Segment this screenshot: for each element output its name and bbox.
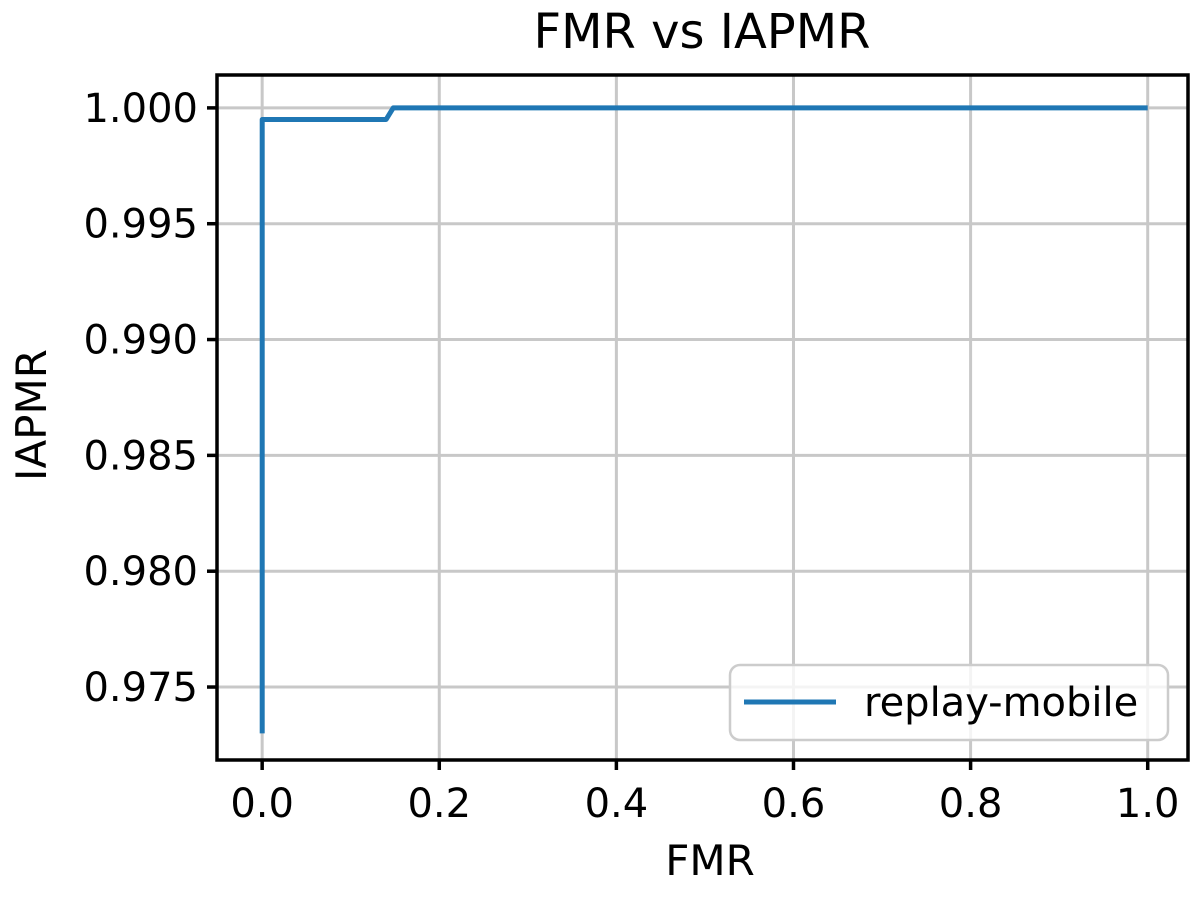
y-tick-label: 0.990 (83, 318, 198, 364)
legend-box (728, 663, 1170, 742)
y-tick-label: 0.975 (83, 665, 198, 711)
x-tick-label: 0.2 (407, 781, 471, 827)
series-line-replay-mobile (259, 105, 1148, 734)
chart-title: FMR vs IAPMR (533, 4, 870, 60)
y-axis-label: IAPMR (7, 349, 56, 481)
y-tick-label: 0.995 (83, 202, 198, 248)
legend-label: replay-mobile (864, 680, 1138, 726)
x-axis-label: FMR (665, 836, 755, 885)
y-tick-label: 0.985 (83, 433, 198, 479)
x-tick-label: 1.0 (1116, 781, 1180, 827)
legend: replay-mobile (728, 663, 1170, 742)
y-axis-ticks: 0.975 0.980 0.985 0.990 0.995 1.000 (83, 86, 217, 711)
x-axis-ticks: 0.0 0.2 0.4 0.6 0.8 1.0 (230, 760, 1180, 827)
y-tick-label: 0.980 (83, 549, 198, 595)
x-tick-label: 0.8 (939, 781, 1003, 827)
y-tick-label: 1.000 (83, 86, 198, 132)
gridlines (217, 75, 1188, 760)
axes-spines (215, 73, 1190, 762)
x-tick-label: 0.6 (762, 781, 826, 827)
x-tick-label: 0.0 (230, 781, 294, 827)
x-tick-label: 0.4 (585, 781, 649, 827)
